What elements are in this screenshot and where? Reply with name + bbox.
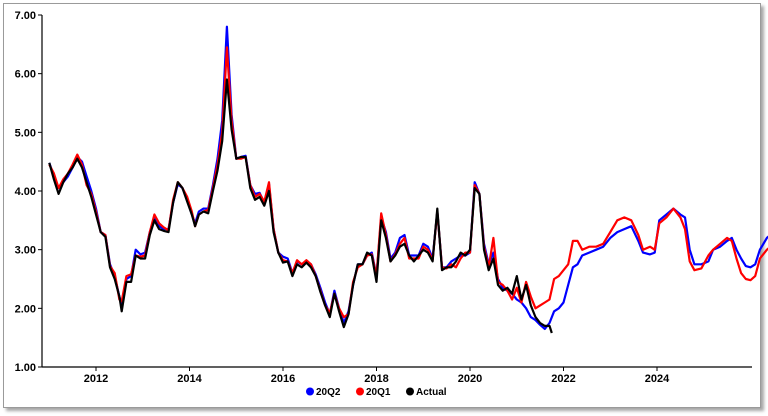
x-tick-label: 2016 <box>271 373 295 385</box>
legend-label: 20Q2 <box>316 387 341 398</box>
y-tick-label: 6.00 <box>15 69 36 81</box>
y-tick-label: 2.00 <box>15 303 36 315</box>
y-tick-label: 4.00 <box>15 186 36 198</box>
x-tick-label: 2024 <box>645 373 670 385</box>
y-tick-label: 1.00 <box>15 362 36 374</box>
legend-marker <box>406 387 414 396</box>
y-tick-label: 7.00 <box>15 10 36 22</box>
legend-marker <box>306 387 314 396</box>
x-tick-label: 2020 <box>458 373 482 385</box>
axes: 1.00 2.00 3.00 4.00 5.00 6.00 7.00 2012 2014 2016… <box>15 10 752 385</box>
chart-frame <box>3 3 761 408</box>
x-tick-label: 2022 <box>551 373 575 385</box>
legend: 20Q2 20Q1 Actual <box>306 387 447 398</box>
series-line-actual <box>48 78 553 334</box>
series-layer <box>48 25 768 334</box>
y-tick-label: 3.00 <box>15 245 36 257</box>
series-line-20q1 <box>48 46 768 319</box>
series-line-20q2 <box>48 25 768 330</box>
legend-label: 20Q1 <box>366 387 391 398</box>
x-tick-label: 2012 <box>84 373 108 385</box>
x-tick-label: 2014 <box>177 373 202 385</box>
y-tick-label: 5.00 <box>15 127 36 139</box>
legend-marker <box>356 387 364 396</box>
x-tick-label: 2018 <box>364 373 388 385</box>
legend-label: Actual <box>416 387 447 398</box>
